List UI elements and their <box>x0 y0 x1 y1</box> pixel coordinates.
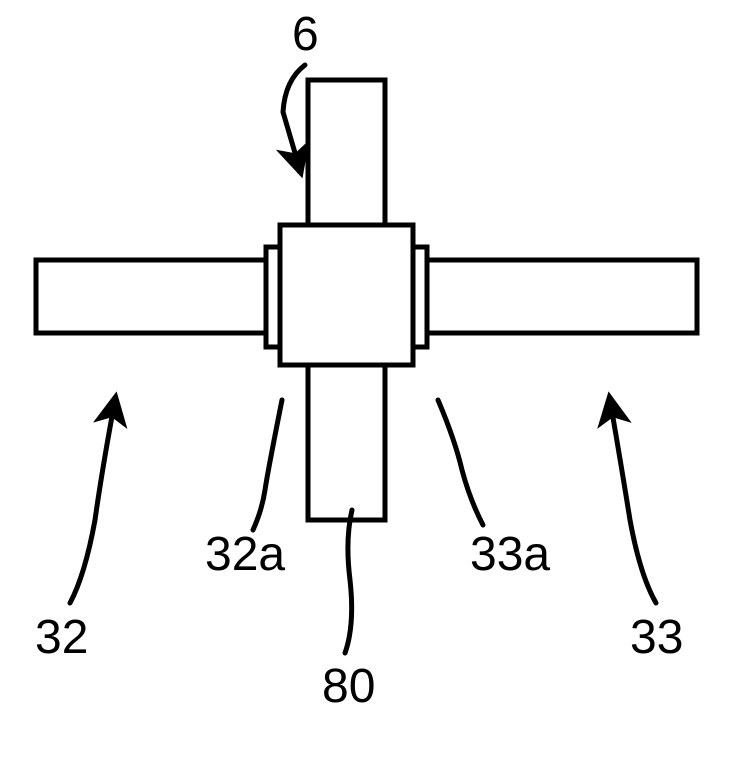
label-6: 6 <box>292 8 319 61</box>
right-arm <box>427 260 697 333</box>
center-block <box>280 225 413 365</box>
leader-33a <box>438 400 483 525</box>
leader-32 <box>70 400 115 603</box>
leader-32a <box>253 400 282 530</box>
label-33: 33 <box>630 611 683 664</box>
label-80: 80 <box>322 660 375 713</box>
label-33a: 33a <box>470 528 550 581</box>
leader-33 <box>610 400 656 603</box>
label-32a: 32a <box>205 528 285 581</box>
leader-6 <box>283 65 305 170</box>
diagram-canvas: 6 32a 33a 32 33 80 <box>0 0 733 775</box>
left-arm <box>36 260 266 333</box>
label-32: 32 <box>35 611 88 664</box>
leader-80 <box>345 510 352 653</box>
